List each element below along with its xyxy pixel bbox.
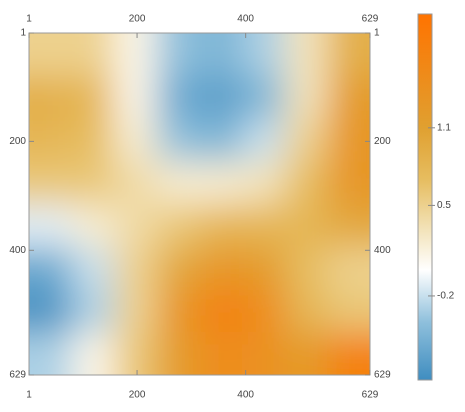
x-tick-label: 629 [362,14,379,25]
heat-cell [156,161,200,205]
heat-cell [284,204,328,248]
x-tick-label: 1 [26,14,32,25]
heat-cell [156,33,200,77]
heat-cell [284,33,328,77]
heat-cell [114,332,158,375]
heat-cell [327,118,370,162]
y-tick-label: 200 [374,136,391,147]
heat-cell [199,246,243,290]
y-tick-label: 1 [374,28,380,39]
heat-cell [199,332,243,375]
x-tick-label: 1 [26,390,32,401]
heat-cell [199,75,243,119]
heat-cell [242,289,286,333]
heat-cell [284,246,328,290]
heat-cell [71,33,115,77]
heat-cell [199,204,243,248]
heat-cell [242,33,286,77]
heat-cell [327,246,370,290]
heat-cell [327,204,370,248]
y-tick-label: 400 [9,245,26,256]
heat-cell [29,118,73,162]
heat-cell [29,75,73,119]
heat-cell [156,118,200,162]
heat-cell [29,204,73,248]
heat-cell [29,332,73,375]
heat-cell [199,289,243,333]
x-tick-label: 200 [129,14,146,25]
y-tick-label: 629 [9,370,26,381]
heat-cell [199,118,243,162]
heat-cell [156,332,200,375]
heat-cell [114,75,158,119]
heat-cell [114,161,158,205]
heat-cell [71,246,115,290]
heat-cell [29,161,73,205]
heat-cell [114,246,158,290]
heat-cell [284,75,328,119]
heat-cell [29,289,73,333]
heat-cell [242,332,286,375]
colorbar [417,13,433,381]
heat-cell [327,289,370,333]
colorbar-tick-label: 0.5 [437,200,451,211]
heat-cell [284,161,328,205]
heat-cell [242,161,286,205]
heat-cell [114,204,158,248]
heat-cell [114,118,158,162]
y-tick-label: 1 [20,28,26,39]
heat-cell [71,161,115,205]
heat-cell [242,246,286,290]
heat-cell [114,33,158,77]
heat-cell [284,289,328,333]
y-tick-label: 400 [374,245,391,256]
heat-cell [71,118,115,162]
heat-cell [156,246,200,290]
heat-cell [284,118,328,162]
heat-cell [71,289,115,333]
x-tick-label: 400 [237,390,254,401]
heat-cell [242,204,286,248]
heat-cell [327,332,370,375]
heat-cell [327,33,370,77]
heat-cell [242,118,286,162]
heat-cell [29,33,73,77]
heat-cell [156,204,200,248]
heat-cell [71,204,115,248]
y-tick-label: 200 [9,136,26,147]
heat-cell [199,33,243,77]
colorbar-tick-label: 1.1 [437,122,451,133]
heat-cell [156,289,200,333]
heat-cell [327,161,370,205]
heat-cell [71,332,115,375]
heat-cell [71,75,115,119]
heat-cell [156,75,200,119]
heat-cell [199,161,243,205]
heat-cell [114,289,158,333]
heat-cell [284,332,328,375]
heatmap [29,33,370,375]
colorbar-tick-label: -0.2 [437,291,455,302]
y-tick-label: 629 [374,370,391,381]
heat-cell [327,75,370,119]
x-tick-label: 200 [129,390,146,401]
heat-cell [29,246,73,290]
heat-cell [242,75,286,119]
plot-frame [28,32,371,376]
x-tick-label: 400 [237,14,254,25]
x-tick-label: 629 [362,390,379,401]
